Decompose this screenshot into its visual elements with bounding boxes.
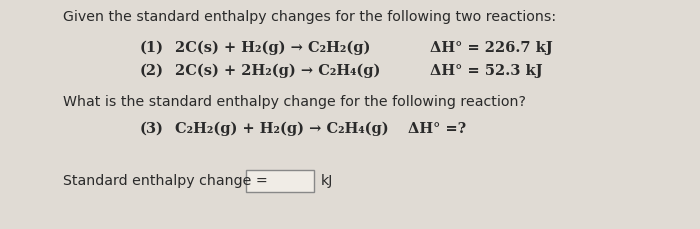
Bar	[246, 170, 314, 192]
Text: C₂H₂(g) + H₂(g) → C₂H₄(g): C₂H₂(g) + H₂(g) → C₂H₄(g)	[175, 122, 388, 136]
Text: (3): (3)	[140, 122, 164, 136]
Text: (2): (2)	[140, 64, 164, 78]
Text: ΔH° =?: ΔH° =?	[408, 122, 466, 136]
Text: kJ: kJ	[321, 174, 333, 188]
Text: ΔH° = 226.7 kJ: ΔH° = 226.7 kJ	[430, 41, 553, 55]
Text: ΔH° = 52.3 kJ: ΔH° = 52.3 kJ	[430, 64, 542, 78]
Text: Standard enthalpy change =: Standard enthalpy change =	[63, 174, 267, 188]
Text: Given the standard enthalpy changes for the following two reactions:: Given the standard enthalpy changes for …	[63, 10, 556, 24]
Text: (1): (1)	[140, 41, 164, 55]
Text: What is the standard enthalpy change for the following reaction?: What is the standard enthalpy change for…	[63, 95, 526, 109]
Text: 2C(s) + H₂(g) → C₂H₂(g): 2C(s) + H₂(g) → C₂H₂(g)	[175, 41, 370, 55]
Text: 2C(s) + 2H₂(g) → C₂H₄(g): 2C(s) + 2H₂(g) → C₂H₄(g)	[175, 64, 380, 78]
